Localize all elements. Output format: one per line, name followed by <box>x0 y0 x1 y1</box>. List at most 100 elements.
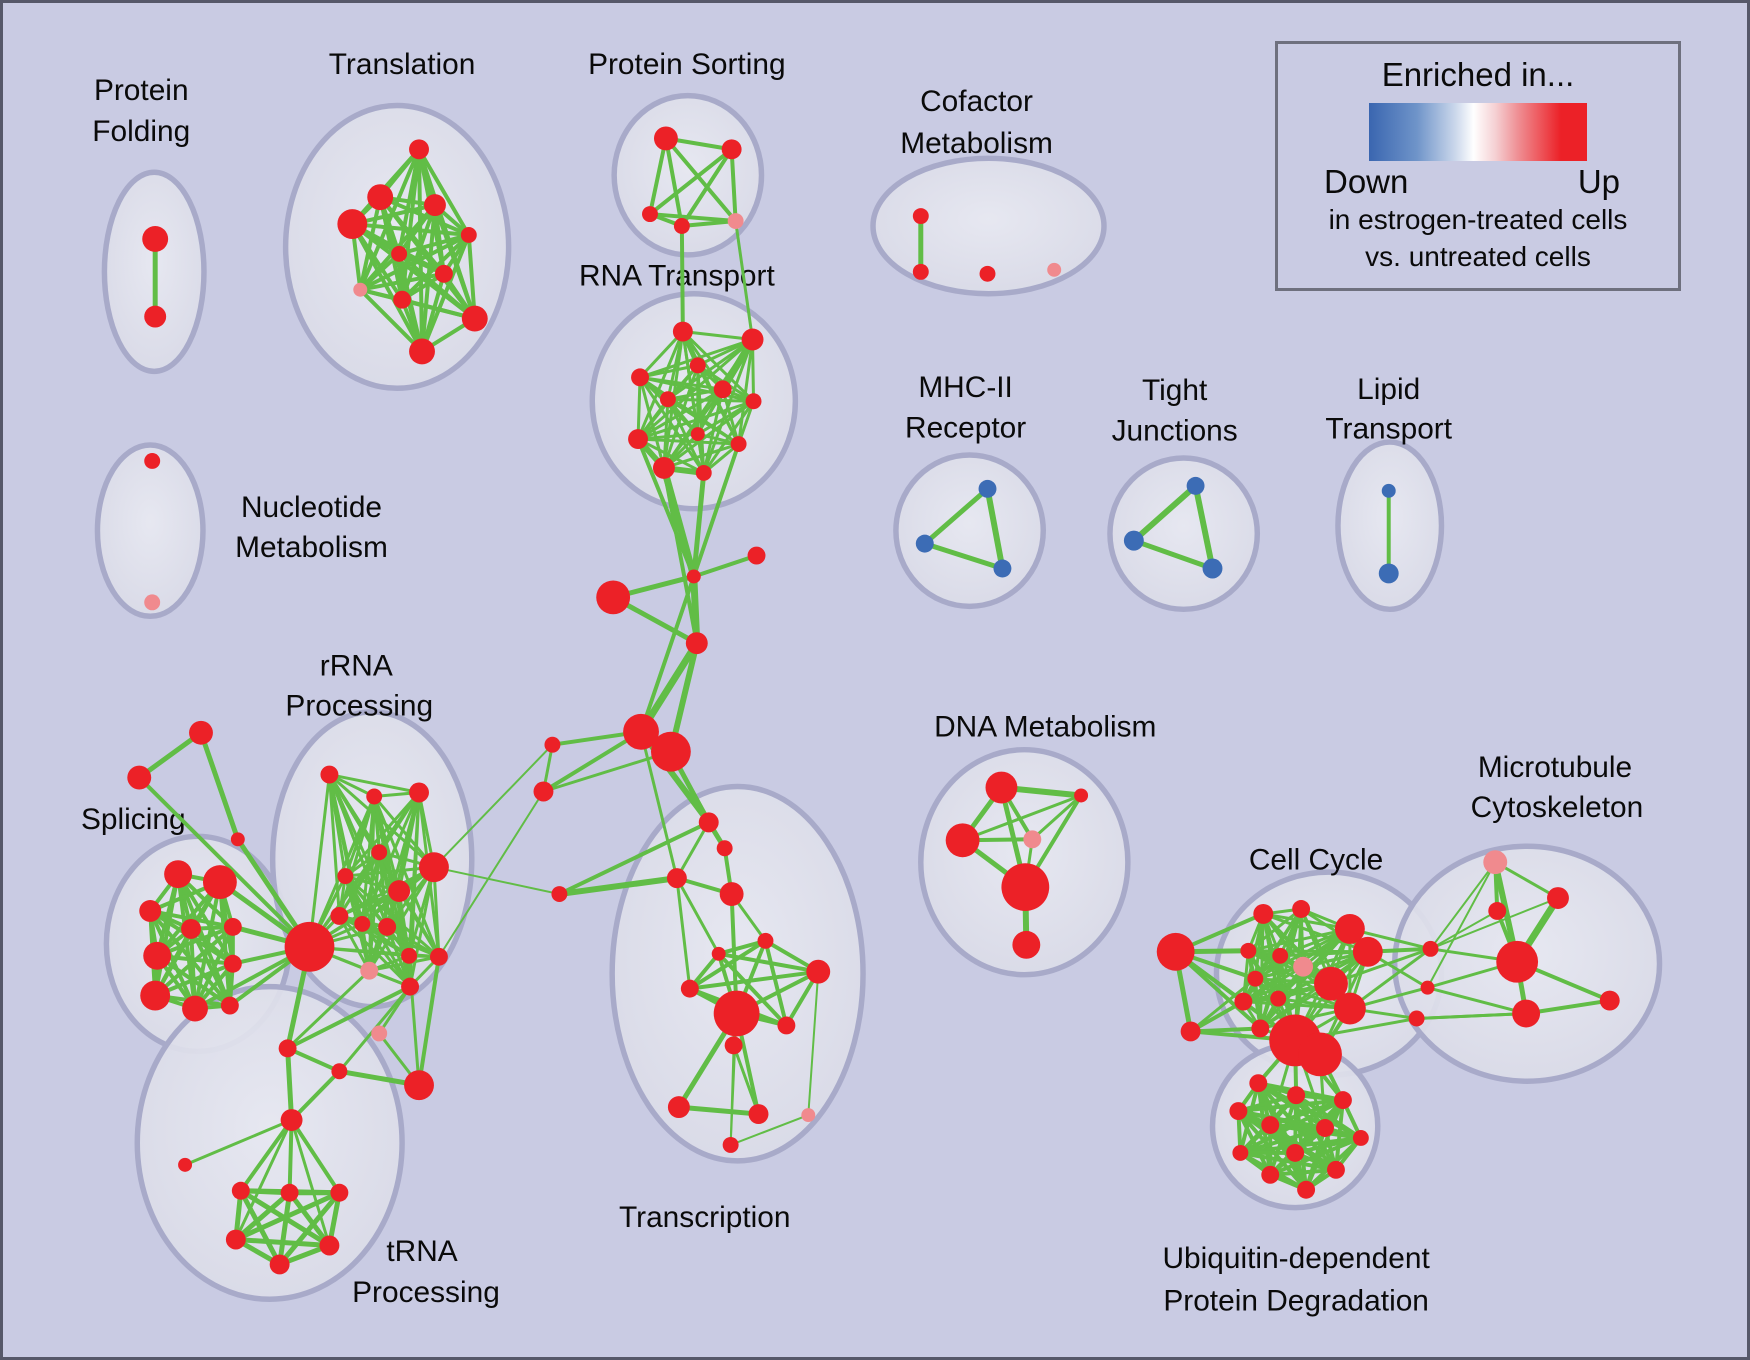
network-node-cc6[interactable] <box>650 731 691 772</box>
network-node-cy11[interactable] <box>1314 966 1348 1001</box>
network-node-tn4[interactable] <box>331 1063 348 1080</box>
network-node-mt7[interactable] <box>1422 940 1439 957</box>
network-node-mt2[interactable] <box>1547 887 1569 909</box>
network-node-rt6[interactable] <box>713 380 732 399</box>
network-node-sp7[interactable] <box>223 954 242 973</box>
network-node-rr4[interactable] <box>371 844 388 861</box>
network-node-tx1[interactable] <box>698 812 719 833</box>
network-node-cy17[interactable] <box>1298 1032 1342 1077</box>
network-node-sp4[interactable] <box>181 918 201 939</box>
network-node-tx11[interactable] <box>777 1016 796 1035</box>
network-node-tl1[interactable] <box>409 139 429 160</box>
network-node-ps1[interactable] <box>653 126 678 151</box>
network-node-tx8[interactable] <box>806 959 831 984</box>
network-node-cc2[interactable] <box>747 546 766 565</box>
network-node-cy10[interactable] <box>1247 970 1264 987</box>
network-node-pf1[interactable] <box>142 226 169 252</box>
network-node-st2[interactable] <box>127 765 152 790</box>
network-node-cy7[interactable] <box>1272 947 1289 964</box>
network-node-tx10[interactable] <box>713 990 760 1037</box>
network-node-rr5[interactable] <box>337 868 354 885</box>
network-node-ub6[interactable] <box>1316 1119 1334 1137</box>
network-node-rt2[interactable] <box>741 328 764 351</box>
network-node-pf2[interactable] <box>144 305 167 328</box>
network-node-cy9[interactable] <box>1293 956 1314 977</box>
network-node-ub12[interactable] <box>1297 1180 1316 1199</box>
network-node-tn9[interactable] <box>225 1229 246 1250</box>
network-node-rt9[interactable] <box>690 427 705 442</box>
network-node-rr8[interactable] <box>330 906 349 925</box>
network-node-tl7[interactable] <box>434 264 453 283</box>
network-node-rr15[interactable] <box>401 977 420 996</box>
network-node-lt2[interactable] <box>1378 563 1399 584</box>
network-node-rr6[interactable] <box>388 880 411 903</box>
network-node-ub7[interactable] <box>1352 1130 1369 1146</box>
network-node-cy5[interactable] <box>1334 913 1365 944</box>
network-node-tl2[interactable] <box>367 184 394 211</box>
network-node-rr10[interactable] <box>378 917 397 936</box>
network-node-st1[interactable] <box>189 720 213 745</box>
network-node-tx14[interactable] <box>748 1104 769 1125</box>
network-node-tn3[interactable] <box>278 1039 297 1058</box>
network-node-rr14[interactable] <box>429 947 448 966</box>
network-node-rr12[interactable] <box>360 961 379 980</box>
network-node-lt1[interactable] <box>1381 483 1396 498</box>
network-node-tn7[interactable] <box>280 1183 299 1202</box>
network-node-tx12[interactable] <box>724 1036 743 1055</box>
network-node-tn1[interactable] <box>280 1109 303 1132</box>
network-node-cc5[interactable] <box>623 713 659 750</box>
network-node-cy15[interactable] <box>1251 1019 1270 1038</box>
network-node-ub3[interactable] <box>1333 1091 1352 1110</box>
network-node-mt1[interactable] <box>1483 850 1508 875</box>
network-node-mh3[interactable] <box>993 559 1012 578</box>
network-node-rr13[interactable] <box>401 947 418 964</box>
network-node-dm3[interactable] <box>945 823 980 858</box>
network-node-tx13[interactable] <box>667 1096 690 1119</box>
network-node-tl5[interactable] <box>460 227 477 243</box>
network-node-rr1[interactable] <box>320 765 339 784</box>
network-node-sp6[interactable] <box>143 941 172 970</box>
network-node-ub11[interactable] <box>1326 1160 1345 1179</box>
network-node-mt5[interactable] <box>1512 999 1541 1028</box>
network-node-cf3[interactable] <box>979 265 996 282</box>
network-node-ub4[interactable] <box>1229 1102 1248 1121</box>
network-node-dm2[interactable] <box>1074 788 1089 803</box>
network-node-st3[interactable] <box>230 832 245 847</box>
network-node-mh2[interactable] <box>915 534 934 553</box>
network-node-rt7[interactable] <box>745 393 762 410</box>
network-node-tn10[interactable] <box>319 1235 340 1256</box>
network-node-ps2[interactable] <box>721 139 742 160</box>
network-node-cy2[interactable] <box>1180 1021 1201 1042</box>
network-node-rr9[interactable] <box>354 915 371 932</box>
network-node-rt12[interactable] <box>695 464 712 481</box>
network-node-cc1[interactable] <box>686 569 701 584</box>
network-node-rt11[interactable] <box>652 456 675 479</box>
network-node-rr3[interactable] <box>409 782 429 803</box>
network-node-tl10[interactable] <box>461 305 488 332</box>
network-node-cc8[interactable] <box>533 781 554 802</box>
network-node-rt10[interactable] <box>730 436 747 453</box>
network-node-ub8[interactable] <box>1232 1144 1249 1161</box>
network-node-cy13[interactable] <box>1270 990 1287 1007</box>
network-node-sp10[interactable] <box>220 996 239 1015</box>
network-node-cy4[interactable] <box>1292 900 1311 918</box>
network-node-mt9[interactable] <box>1408 1010 1425 1027</box>
network-node-cf1[interactable] <box>912 208 929 225</box>
network-node-mt3[interactable] <box>1488 902 1507 920</box>
network-node-cy3[interactable] <box>1253 904 1274 924</box>
network-node-tn12[interactable] <box>371 1025 388 1042</box>
network-node-ub5[interactable] <box>1261 1116 1280 1134</box>
network-node-sp8[interactable] <box>140 980 171 1011</box>
network-node-cy12[interactable] <box>1234 992 1253 1011</box>
network-node-mh1[interactable] <box>978 479 997 498</box>
network-node-sp3[interactable] <box>139 900 162 922</box>
network-node-tl6[interactable] <box>391 245 408 262</box>
network-node-sp9[interactable] <box>182 995 208 1022</box>
network-node-ps3[interactable] <box>642 206 658 223</box>
network-node-rr11[interactable] <box>284 921 335 972</box>
network-node-cy14[interactable] <box>1333 992 1366 1025</box>
network-node-tx6[interactable] <box>757 932 774 949</box>
network-node-cc4[interactable] <box>685 632 708 655</box>
network-node-ps4[interactable] <box>673 218 690 234</box>
network-node-cf4[interactable] <box>1047 262 1062 277</box>
